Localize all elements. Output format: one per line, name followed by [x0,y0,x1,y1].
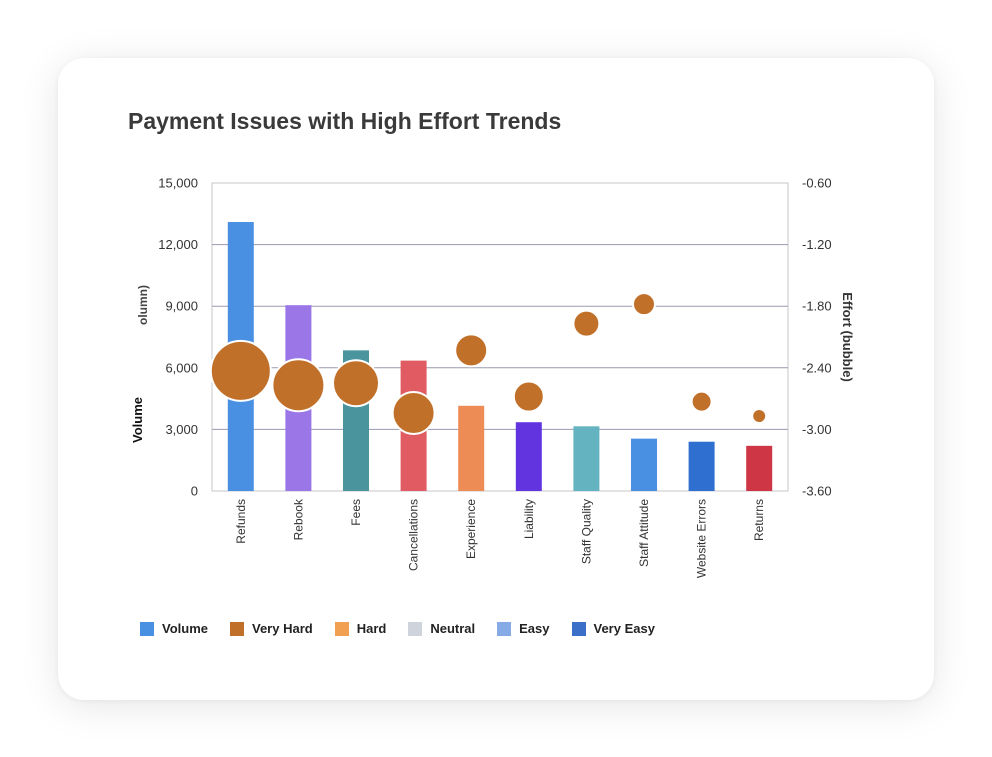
bubble [751,408,768,425]
x-tick-label: Staff Quality [579,499,593,564]
legend-label: Very Easy [593,621,655,636]
legend-swatch [230,621,244,636]
y2-tick-label: -1.20 [802,237,832,252]
legend-item: Very Easy [571,621,655,636]
x-tick-label: Refunds [234,499,248,544]
legend-item: Volume [140,621,208,636]
x-tick-label: Cancellations [407,499,421,571]
legend-label: Volume [162,621,208,636]
x-tick-label: Returns [752,499,766,541]
x-tick-label: Rebook [291,498,305,540]
legend-swatch [408,621,423,636]
legend-item: Easy [497,621,550,636]
plot-frame [211,182,789,492]
y-axis-label: Volume [130,397,145,443]
legend-label: Very Hard [252,621,313,636]
bar [688,441,715,491]
y-tick-label: 9,000 [165,299,198,314]
bar [631,438,657,491]
legend-item: Hard [334,621,387,636]
bubble [209,339,272,402]
y2-tick-label: -1.80 [802,299,832,314]
legend-item: Very Hard [230,621,313,636]
bubble [271,358,326,413]
legend-label: Hard [356,621,387,636]
y2-tick-label: -0.60 [802,176,832,191]
x-tick-label: Staff Attitude [637,499,651,567]
y-axis-label-fragment: olumn) [136,285,150,325]
bubble [572,309,601,338]
bubble [632,292,656,317]
legend-swatch [571,621,586,636]
x-tick-label: Liability [522,499,536,539]
x-tick-label: Experience [464,499,478,559]
y2-axis-label: Effort (bubble) [840,292,855,382]
x-tick-label: Website Errors [695,499,709,578]
legend-item: Neutral [408,621,475,636]
bubble [332,359,380,408]
y-tick-label: 3,000 [165,422,198,437]
y-tick-label: 0 [191,484,198,499]
legend-swatch [497,621,512,636]
x-tick-label: Fees [349,499,363,526]
y2-tick-label: -3.60 [802,484,832,499]
chart-title: Payment Issues with High Effort Trends [128,108,562,134]
y2-tick-label: -3.00 [802,422,832,437]
chart-legend: Volume Very Hard Hard Neutral Easy Very Easy [140,621,677,636]
bubble [512,380,545,413]
legend-label: Easy [519,621,550,636]
bar [573,426,600,491]
bubble [391,390,436,435]
bar [746,445,773,491]
y-tick-label: 12,000 [158,237,198,252]
legend-label: Neutral [430,621,476,636]
y2-tick-label: -2.40 [802,360,832,375]
y-tick-label: 6,000 [165,360,198,375]
bubble [690,390,713,413]
bar [515,422,542,491]
y-tick-label: 15,000 [158,176,198,191]
legend-swatch [140,621,154,636]
bubble [454,333,489,368]
bar [458,405,485,491]
legend-swatch [334,621,349,636]
